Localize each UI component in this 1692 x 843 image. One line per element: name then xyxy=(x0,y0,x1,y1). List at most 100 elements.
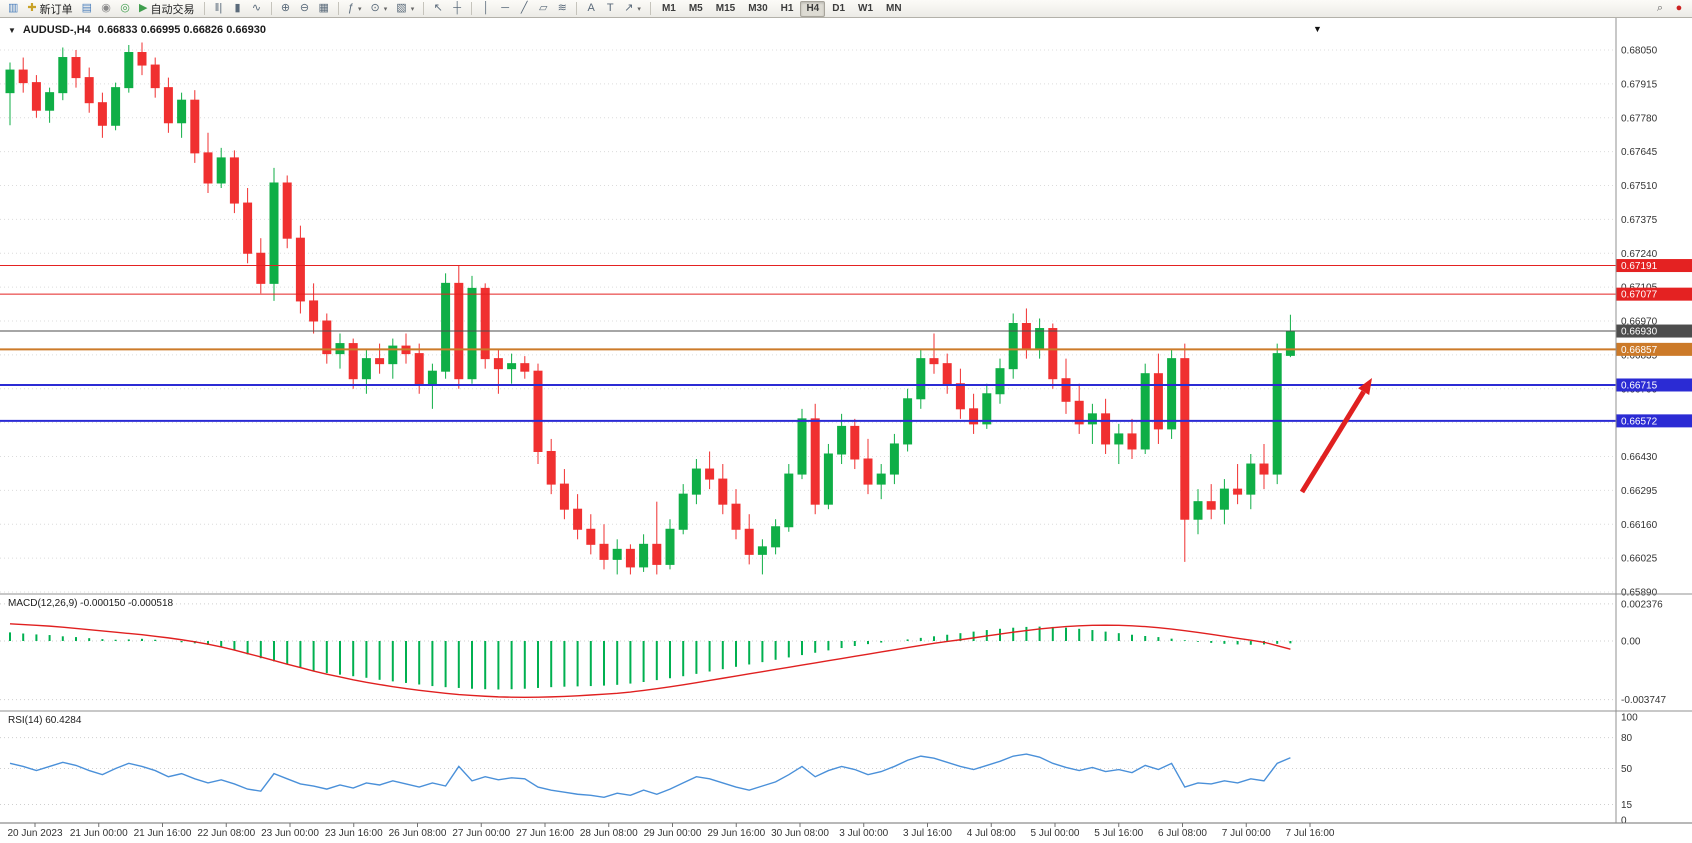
zoom-in-button[interactable]: ⊕ xyxy=(277,1,295,17)
tile-windows-icon: ▦ xyxy=(318,2,329,14)
horizontal-line-icon: ─ xyxy=(501,2,510,14)
candle xyxy=(612,539,622,575)
timeframe-button-h4[interactable]: H4 xyxy=(800,0,826,17)
timeframe-button-m15[interactable]: M15 xyxy=(715,3,736,14)
chart-menu-icon[interactable]: ▼ xyxy=(8,25,16,35)
svg-text:27 Jun 16:00: 27 Jun 16:00 xyxy=(516,828,574,839)
market-watch-button[interactable]: ◉ xyxy=(97,1,115,17)
candle xyxy=(361,348,371,394)
trendline-icon: ╱ xyxy=(520,2,528,14)
candle xyxy=(744,514,754,565)
candle xyxy=(269,167,279,301)
timeframe-button-w1[interactable]: W1 xyxy=(858,3,874,14)
tile-windows-button[interactable]: ▦ xyxy=(315,1,333,17)
svg-text:23 Jun 00:00: 23 Jun 00:00 xyxy=(261,828,319,839)
svg-text:7 Jul 00:00: 7 Jul 00:00 xyxy=(1222,828,1271,839)
timeframe-button-m5[interactable]: M5 xyxy=(688,3,703,14)
candle xyxy=(1140,363,1150,454)
cursor-button[interactable]: ↖ xyxy=(429,1,447,17)
periods-button[interactable]: ⊙ ▾ xyxy=(367,1,392,17)
svg-text:5 Jul 16:00: 5 Jul 16:00 xyxy=(1094,828,1143,839)
candle xyxy=(71,50,81,88)
vertical-line-icon: │ xyxy=(482,2,490,14)
time-axis-labels: 20 Jun 2023 21 Jun 00:00 21 Jun 16:00 22 Ju… xyxy=(7,823,1335,839)
arrows-tool-button[interactable]: ↗ ▾ xyxy=(620,1,645,17)
text-tool-button[interactable]: A xyxy=(582,1,600,17)
vertical-line-button[interactable]: │ xyxy=(477,1,495,17)
indicators-button[interactable]: ƒ ▾ xyxy=(344,1,366,17)
timeframe-button-h1[interactable]: H1 xyxy=(780,3,794,14)
timeframe-button-m1[interactable]: M1 xyxy=(661,3,676,14)
candle xyxy=(652,501,662,575)
candlestick-chart-type-button[interactable]: ▮ xyxy=(229,1,247,17)
chart-icon: ▤ xyxy=(81,2,93,14)
price-label-0.67191: 0.67191 xyxy=(1616,259,1692,273)
candle xyxy=(414,343,424,394)
notifications-button[interactable]: ● xyxy=(1670,1,1688,17)
dropdown-arrow-icon: ▾ xyxy=(383,5,388,13)
toolbar-separator xyxy=(649,2,651,15)
zoom-out-button[interactable]: ⊖ xyxy=(296,1,314,17)
chart-shift-marker[interactable]: ▼ xyxy=(1313,24,1322,34)
svg-text:6 Jul 08:00: 6 Jul 08:00 xyxy=(1158,828,1207,839)
candle xyxy=(282,175,292,249)
rsi-line xyxy=(9,753,1291,799)
navigator-icon: ◎ xyxy=(120,2,130,14)
toolbar-separator xyxy=(337,2,339,15)
auto-trading-button[interactable]: ▶ 自动交易 xyxy=(135,1,198,17)
candle xyxy=(546,438,556,495)
text-label-tool-button[interactable]: T xyxy=(601,1,619,17)
search-button[interactable]: ⌕ xyxy=(1651,1,1669,17)
candle xyxy=(375,343,385,374)
line-chart-type-button[interactable]: ∿ xyxy=(248,1,266,17)
candle xyxy=(84,67,94,113)
candle xyxy=(1219,479,1229,525)
candle xyxy=(190,90,200,163)
candle xyxy=(889,433,899,485)
candle xyxy=(1272,343,1282,485)
svg-text:50: 50 xyxy=(1621,764,1633,775)
trendline-button[interactable]: ╱ xyxy=(515,1,533,17)
fibonacci-button[interactable]: ≋ xyxy=(553,1,571,17)
candle xyxy=(243,188,253,264)
candle xyxy=(1206,484,1216,520)
candle xyxy=(876,464,886,500)
candle xyxy=(1048,323,1058,389)
price-grid xyxy=(0,49,1616,593)
terminal-window-button[interactable]: ▥ xyxy=(4,1,22,17)
navigator-button[interactable]: ◎ xyxy=(116,1,134,17)
candle xyxy=(1021,308,1031,359)
toolbar-separator xyxy=(576,2,578,15)
svg-text:21 Jun 16:00: 21 Jun 16:00 xyxy=(134,828,192,839)
svg-text:0.66160: 0.66160 xyxy=(1621,520,1658,531)
svg-text:0.66430: 0.66430 xyxy=(1621,452,1658,463)
horizontal-line-button[interactable]: ─ xyxy=(496,1,514,17)
new-order-button[interactable]: ✚ 新订单 xyxy=(23,1,76,17)
timeframe-button-m30[interactable]: M30 xyxy=(748,3,768,14)
candle xyxy=(1127,418,1137,460)
candlestick-series xyxy=(5,42,1295,575)
price-label-0.66857: 0.66857 xyxy=(1616,342,1692,356)
bar-chart-type-button[interactable]: ‖| xyxy=(210,1,228,17)
crosshair-button[interactable]: ┼ xyxy=(448,1,466,17)
charts-button[interactable]: ▤ xyxy=(78,1,96,17)
clock-icon: ⊙ xyxy=(370,2,380,14)
candle xyxy=(678,484,688,535)
candle xyxy=(348,338,358,389)
horizontal-lines[interactable] xyxy=(0,265,1616,422)
svg-text:-0.003747: -0.003747 xyxy=(1621,695,1666,706)
candle xyxy=(177,92,187,138)
candle xyxy=(203,132,213,194)
candle xyxy=(295,225,305,314)
channel-button[interactable]: ▱ xyxy=(534,1,552,17)
macd-grid: 0.002376 0.00 -0.003747 xyxy=(0,599,1666,706)
timeframe-button-mn[interactable]: MN xyxy=(886,3,902,14)
candle xyxy=(1035,318,1045,359)
trend-arrow-annotation[interactable] xyxy=(1299,378,1372,494)
templates-button[interactable]: ▧ ▾ xyxy=(392,1,418,17)
svg-text:0.67510: 0.67510 xyxy=(1621,181,1658,192)
svg-text:0.66295: 0.66295 xyxy=(1621,486,1658,497)
candle xyxy=(705,451,715,490)
timeframe-button-d1[interactable]: D1 xyxy=(832,3,846,14)
